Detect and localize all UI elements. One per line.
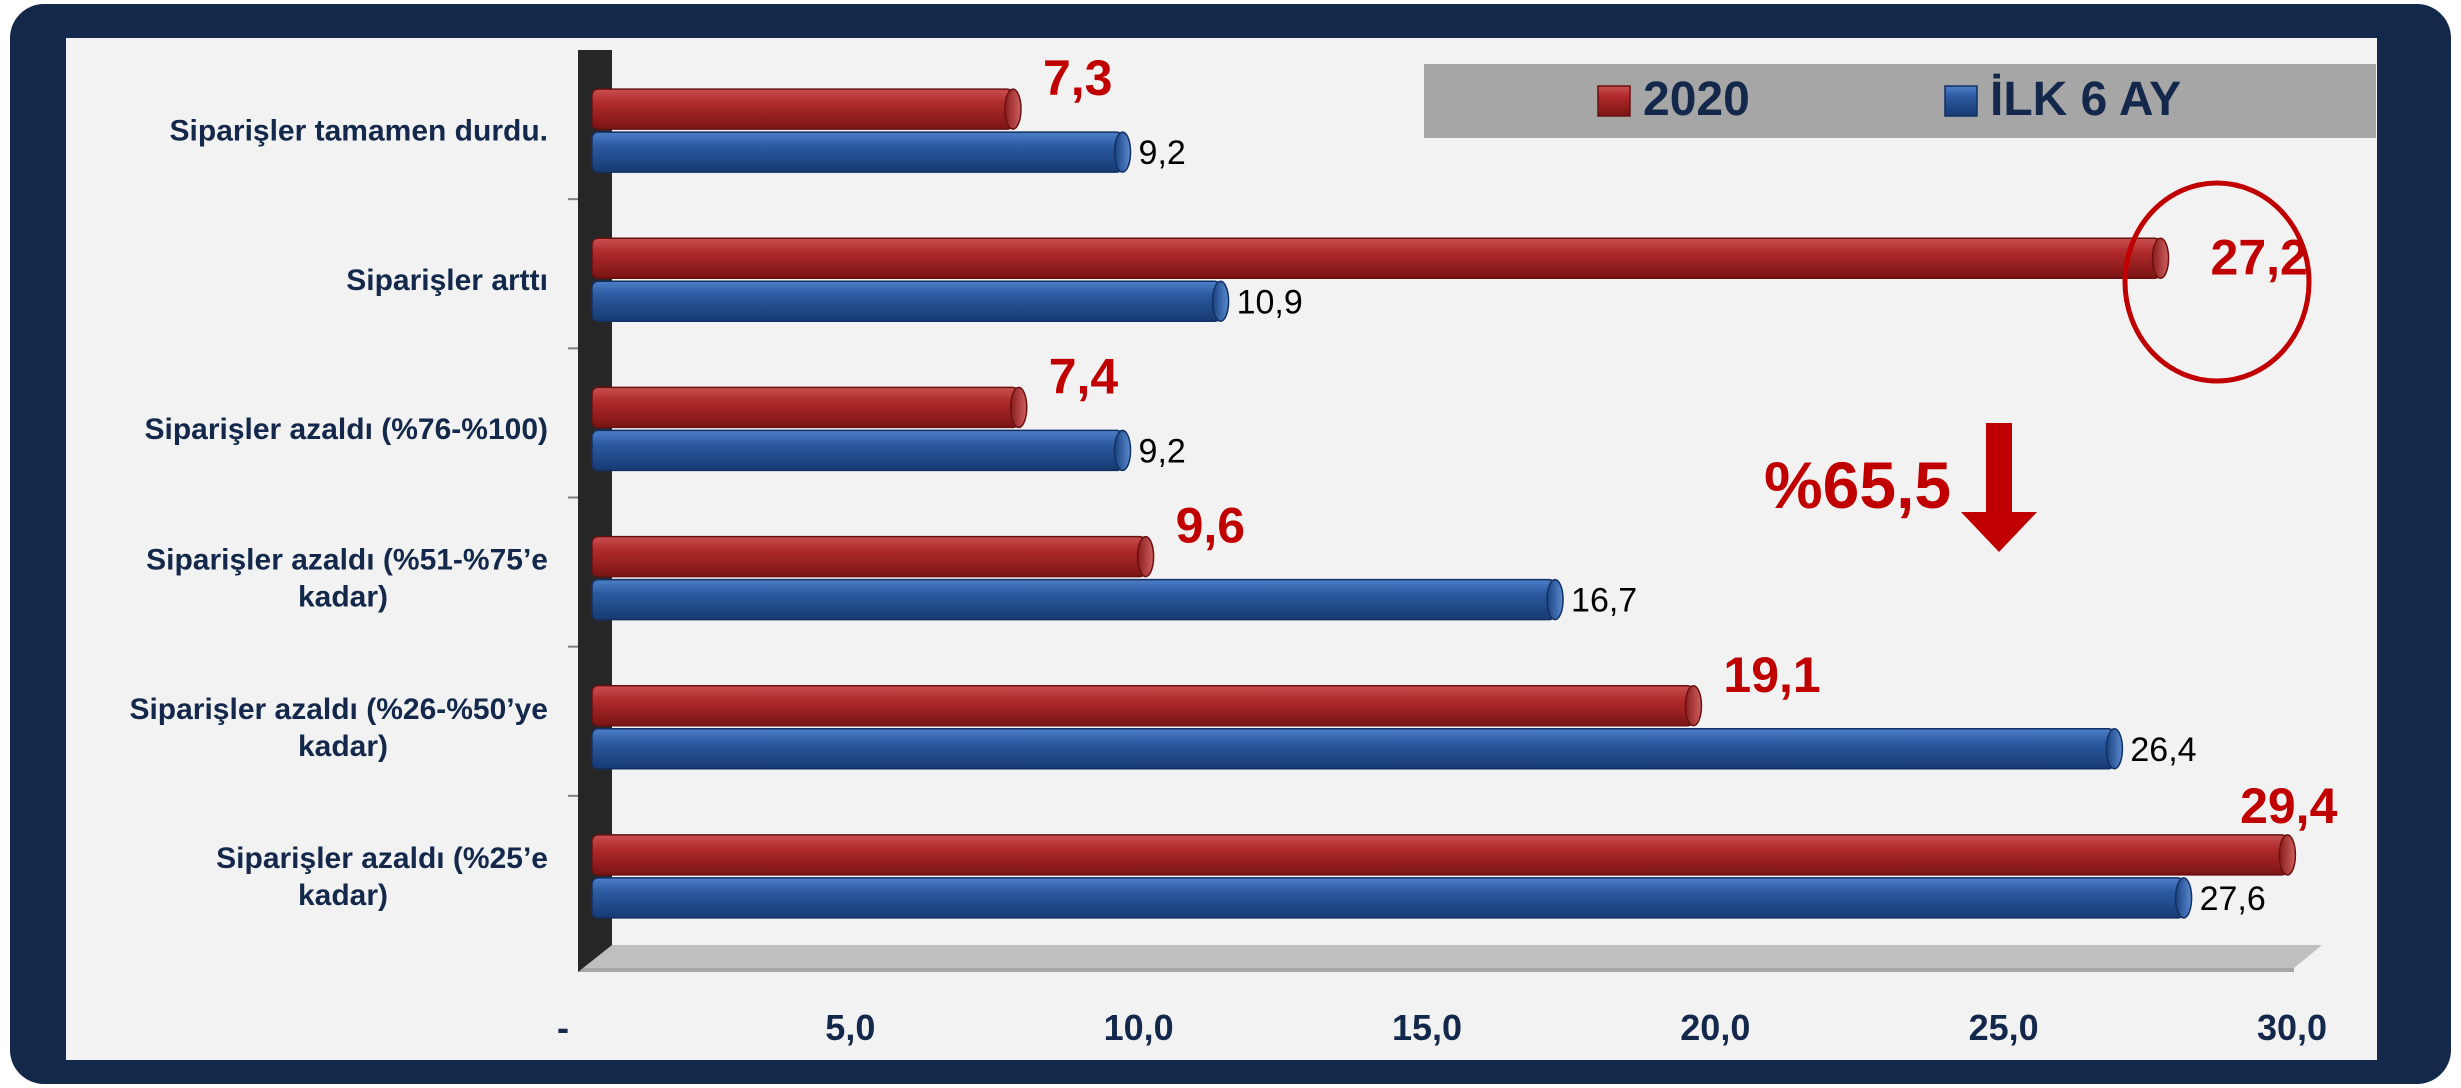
- value-label-2020: 27,2: [2211, 229, 2308, 285]
- bar-2020: [591, 386, 1020, 429]
- category-label: Siparişler azaldı (%26-%50’ye: [129, 693, 548, 726]
- bar-cap-ilk-6-ay: [1546, 578, 1564, 621]
- x-tick-label: 5,0: [825, 1007, 875, 1048]
- bar-ilk-6-ay: [591, 877, 2185, 919]
- x-tick-label: 20,0: [1680, 1007, 1750, 1048]
- value-label-ilk-6-ay: 16,7: [1571, 582, 1637, 620]
- legend-label-ilk6: İLK 6 AY: [1990, 73, 2181, 126]
- value-labels: 7,3 9,2 27,2 10,9 7,4 9,2 9,6 16,7 19,1 26,4 29,4 2…: [1043, 50, 2338, 918]
- legend-swatch-ilk6: [1944, 85, 1978, 117]
- chart-wall: [578, 50, 612, 972]
- x-tick-label: 30,0: [2257, 1007, 2327, 1048]
- category-label: kadar): [298, 581, 388, 614]
- category-labels: Siparişler tamamen durdu. Siparişler artt…: [129, 115, 548, 912]
- bar-cap-2020: [2151, 237, 2170, 279]
- callout-percentage: %65,5: [1764, 448, 1951, 522]
- bar-cap-2020: [1004, 88, 1022, 130]
- bar-cap-2020: [2278, 834, 2297, 876]
- value-label-2020: 9,6: [1176, 498, 1246, 554]
- category-label: Siparişler azaldı (%25’e: [216, 842, 548, 875]
- bar-2020: [591, 834, 2289, 876]
- legend-label-2020: 2020: [1643, 73, 1750, 126]
- value-label-2020: 7,3: [1043, 50, 1113, 106]
- category-label: Siparişler arttı: [346, 264, 548, 297]
- legend-swatch-2020: [1597, 85, 1631, 117]
- value-label-ilk-6-ay: 9,2: [1139, 134, 1186, 172]
- bar-ilk-6-ay: [591, 728, 2116, 770]
- bar-cap-2020: [1684, 685, 1703, 727]
- bar-ilk-6-ay: [591, 578, 1556, 621]
- category-ticks: [568, 198, 578, 797]
- category-label: Siparişler azaldı (%76-%100): [144, 413, 548, 446]
- value-label-2020: 29,4: [2240, 778, 2338, 834]
- value-label-ilk-6-ay: 9,2: [1139, 432, 1186, 470]
- value-label-ilk-6-ay: 27,6: [2200, 880, 2266, 918]
- x-tick-label: 15,0: [1392, 1007, 1462, 1048]
- bar-cap-2020: [1136, 535, 1155, 578]
- chart-floor: [578, 945, 2322, 968]
- bar-cap-2020: [1009, 386, 1028, 429]
- bar-2020: [591, 88, 1014, 130]
- value-label-ilk-6-ay: 10,9: [1237, 283, 1303, 321]
- bar-2020: [591, 237, 2162, 279]
- category-label: kadar): [298, 879, 388, 912]
- bar-cap-ilk-6-ay: [2174, 877, 2193, 919]
- value-label-ilk-6-ay: 26,4: [2130, 731, 2196, 769]
- bar-cap-ilk-6-ay: [1113, 429, 1132, 472]
- value-label-2020: 19,1: [1723, 647, 1820, 703]
- bar-ilk-6-ay: [591, 280, 1222, 322]
- category-label: kadar): [298, 730, 388, 763]
- bar-cap-ilk-6-ay: [1211, 280, 1230, 322]
- value-label-2020: 7,4: [1049, 348, 1119, 404]
- down-arrow-icon: [1961, 423, 2037, 552]
- highlight-circle: [2122, 180, 2312, 384]
- bars-group: [591, 88, 2297, 919]
- x-tick-label: 10,0: [1104, 1007, 1174, 1048]
- x-tick-labels: - 5,0 10,0 15,0 20,0 25,0 30,0: [557, 1007, 2327, 1048]
- legend-box: [1424, 64, 2376, 138]
- category-label: Siparişler tamamen durdu.: [170, 115, 548, 148]
- x-tick-label: 25,0: [1969, 1007, 2039, 1048]
- bar-cap-ilk-6-ay: [1113, 131, 1132, 173]
- bar-ilk-6-ay: [591, 429, 1124, 472]
- bar-cap-ilk-6-ay: [2105, 728, 2124, 770]
- category-label: Siparişler azaldı (%51-%75’e: [146, 544, 548, 577]
- bar-ilk-6-ay: [591, 131, 1124, 173]
- chart-floor-edge: [578, 968, 2294, 972]
- bar-2020: [591, 535, 1147, 578]
- x-tick-label: -: [557, 1007, 569, 1048]
- bar-2020: [591, 685, 1695, 727]
- legend: 2020 İLK 6 AY: [1424, 64, 2376, 138]
